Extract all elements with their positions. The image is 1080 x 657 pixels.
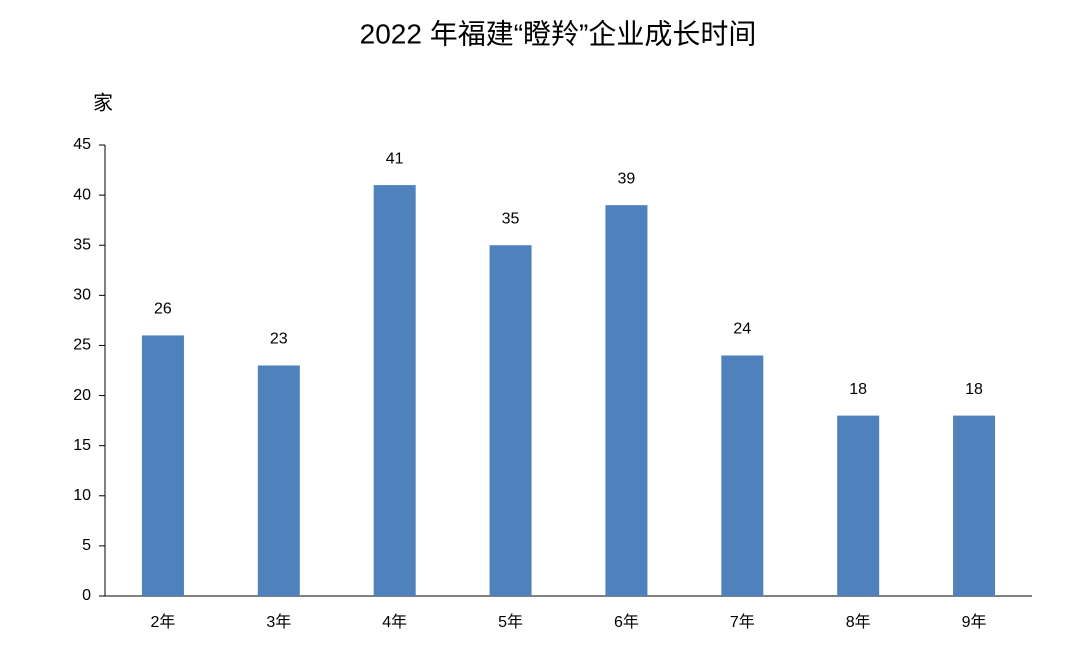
data-label: 18 — [965, 381, 983, 398]
y-tick-label: 15 — [73, 437, 91, 454]
x-tick-label: 5年 — [498, 613, 523, 631]
bar — [605, 205, 648, 596]
x-tick-label: 4年 — [382, 613, 407, 631]
y-tick-label: 35 — [73, 236, 91, 253]
x-tick-label: 9年 — [962, 613, 987, 631]
bar — [257, 365, 300, 596]
bar — [837, 415, 880, 596]
data-label: 23 — [270, 331, 288, 348]
y-axis-label: 家 — [93, 91, 113, 114]
y-tick-label: 20 — [73, 387, 91, 404]
bar — [373, 185, 416, 597]
x-tick-label: 6年 — [614, 613, 639, 631]
x-tick-label: 7年 — [730, 613, 755, 631]
y-tick-label: 5 — [82, 537, 91, 554]
bar — [721, 355, 764, 596]
bar — [141, 335, 184, 596]
data-label: 26 — [154, 301, 172, 318]
y-tick-label: 40 — [73, 186, 91, 203]
bar — [953, 415, 996, 596]
y-tick-label: 0 — [82, 587, 91, 604]
data-label: 35 — [502, 210, 520, 227]
chart-title: 2022 年福建“瞪羚”企业成长时间 — [360, 18, 757, 49]
y-tick-label: 10 — [73, 487, 91, 504]
x-tick-label: 3年 — [266, 613, 291, 631]
data-label: 39 — [618, 170, 636, 187]
y-tick-label: 25 — [73, 337, 91, 354]
y-tick-label: 45 — [73, 136, 91, 153]
x-tick-label: 2年 — [150, 613, 175, 631]
y-tick-label: 30 — [73, 287, 91, 304]
x-tick-label: 8年 — [846, 613, 871, 631]
data-label: 18 — [849, 381, 867, 398]
data-label: 41 — [386, 150, 404, 167]
bar — [489, 245, 532, 596]
data-label: 24 — [733, 321, 751, 338]
